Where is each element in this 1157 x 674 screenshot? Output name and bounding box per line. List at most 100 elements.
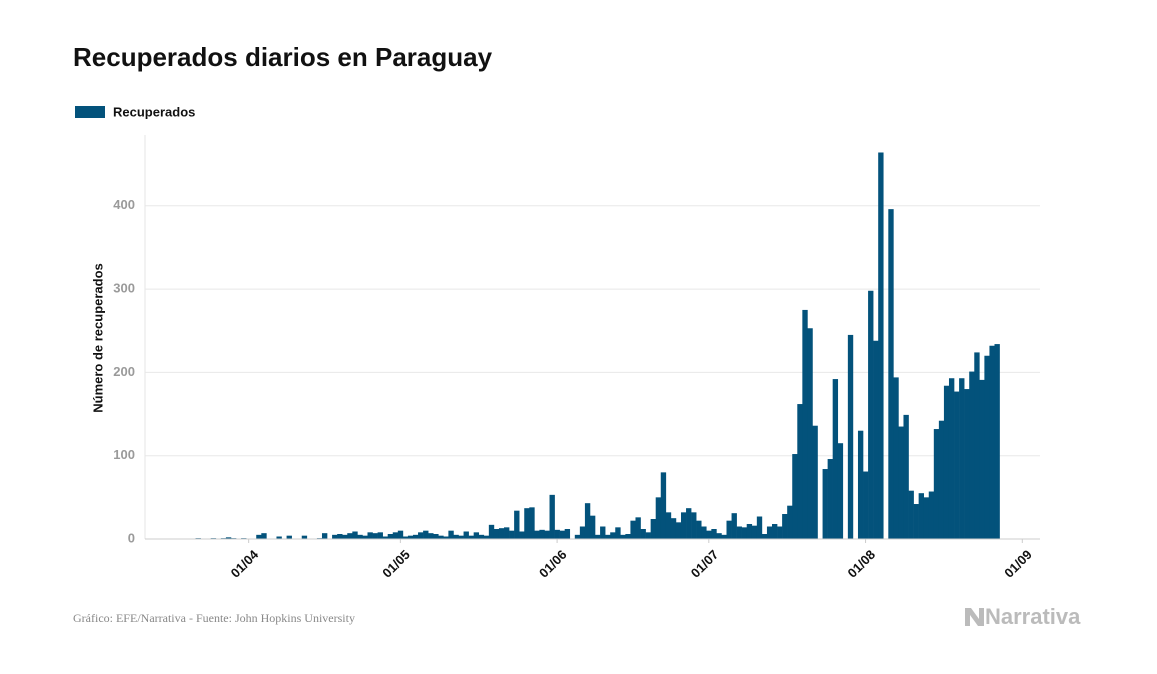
bar (488, 524, 495, 539)
bar (529, 507, 535, 539)
bar (686, 508, 692, 539)
bar (438, 535, 444, 539)
bar (933, 429, 940, 539)
bar (372, 533, 378, 539)
bar (928, 491, 935, 539)
bar (903, 414, 909, 539)
bar (984, 355, 990, 539)
bar (332, 534, 338, 539)
bar (423, 530, 429, 539)
bar (706, 530, 712, 539)
x-tick-label: 01/09 (1001, 547, 1035, 581)
bar (256, 534, 262, 539)
bar (863, 471, 869, 539)
bar (387, 534, 394, 539)
y-tick-label: 100 (113, 447, 135, 462)
bar (731, 513, 737, 539)
bar (625, 534, 631, 539)
bar (321, 533, 328, 539)
bar (397, 530, 404, 539)
bar (357, 534, 363, 539)
bar (428, 533, 434, 539)
bar (650, 519, 657, 539)
bar (938, 420, 945, 539)
bar (691, 512, 697, 539)
bar (873, 340, 879, 539)
bar (478, 534, 485, 539)
bar (377, 532, 383, 539)
bar (943, 385, 950, 539)
logo: Narrativa (985, 604, 1081, 629)
bar (716, 533, 722, 539)
bar (802, 309, 808, 539)
x-tick-label: 01/06 (536, 547, 570, 581)
bar (782, 514, 788, 539)
bar (595, 534, 601, 539)
bar (600, 526, 606, 539)
bar (418, 532, 424, 539)
bar (554, 529, 560, 539)
bar (544, 530, 550, 539)
bar (726, 520, 732, 539)
bar (878, 152, 884, 539)
chart-title: Recuperados diarios en Paraguay (73, 42, 493, 72)
bar (412, 534, 419, 539)
bar (948, 378, 955, 539)
bar (382, 536, 389, 539)
x-tick-label: 01/05 (379, 547, 413, 581)
bar (964, 389, 970, 539)
bar (913, 504, 919, 539)
bar (584, 503, 591, 539)
bar (301, 535, 308, 539)
bar (868, 290, 874, 539)
bar (483, 535, 490, 539)
bar (524, 508, 530, 539)
bar (680, 512, 687, 539)
bar (989, 345, 995, 539)
bar (519, 531, 525, 539)
bar (974, 352, 980, 539)
bar (589, 515, 596, 539)
bar (959, 378, 965, 539)
bar (286, 535, 292, 539)
bar (453, 534, 459, 539)
bar (610, 532, 616, 539)
bar (979, 379, 985, 539)
bar (756, 516, 763, 539)
bar (837, 443, 844, 539)
bar (994, 344, 1000, 539)
bar (352, 531, 358, 539)
legend-label: Recuperados (113, 104, 195, 119)
bar (347, 533, 353, 539)
bar (225, 537, 232, 539)
bar (701, 526, 707, 539)
bar (493, 529, 500, 539)
bar (908, 490, 914, 539)
bar (276, 536, 282, 539)
bar (615, 527, 621, 539)
bar (670, 518, 677, 539)
y-tick-label: 300 (113, 281, 135, 296)
bar (559, 530, 565, 539)
bar (777, 526, 783, 539)
bar (473, 532, 480, 539)
bar (630, 520, 636, 539)
bar (741, 527, 748, 539)
bar (954, 391, 960, 539)
bar (918, 493, 925, 539)
bar (448, 530, 454, 539)
bar (898, 426, 904, 539)
bar (812, 425, 818, 539)
bar (458, 535, 464, 539)
y-tick-label: 0 (128, 530, 135, 545)
bar (509, 530, 515, 539)
bar (792, 454, 798, 539)
bar (969, 371, 975, 539)
bar (645, 532, 651, 539)
bar (514, 510, 520, 539)
bar (407, 535, 414, 539)
bar (261, 533, 267, 539)
bar (564, 529, 571, 539)
legend-swatch (75, 106, 105, 118)
